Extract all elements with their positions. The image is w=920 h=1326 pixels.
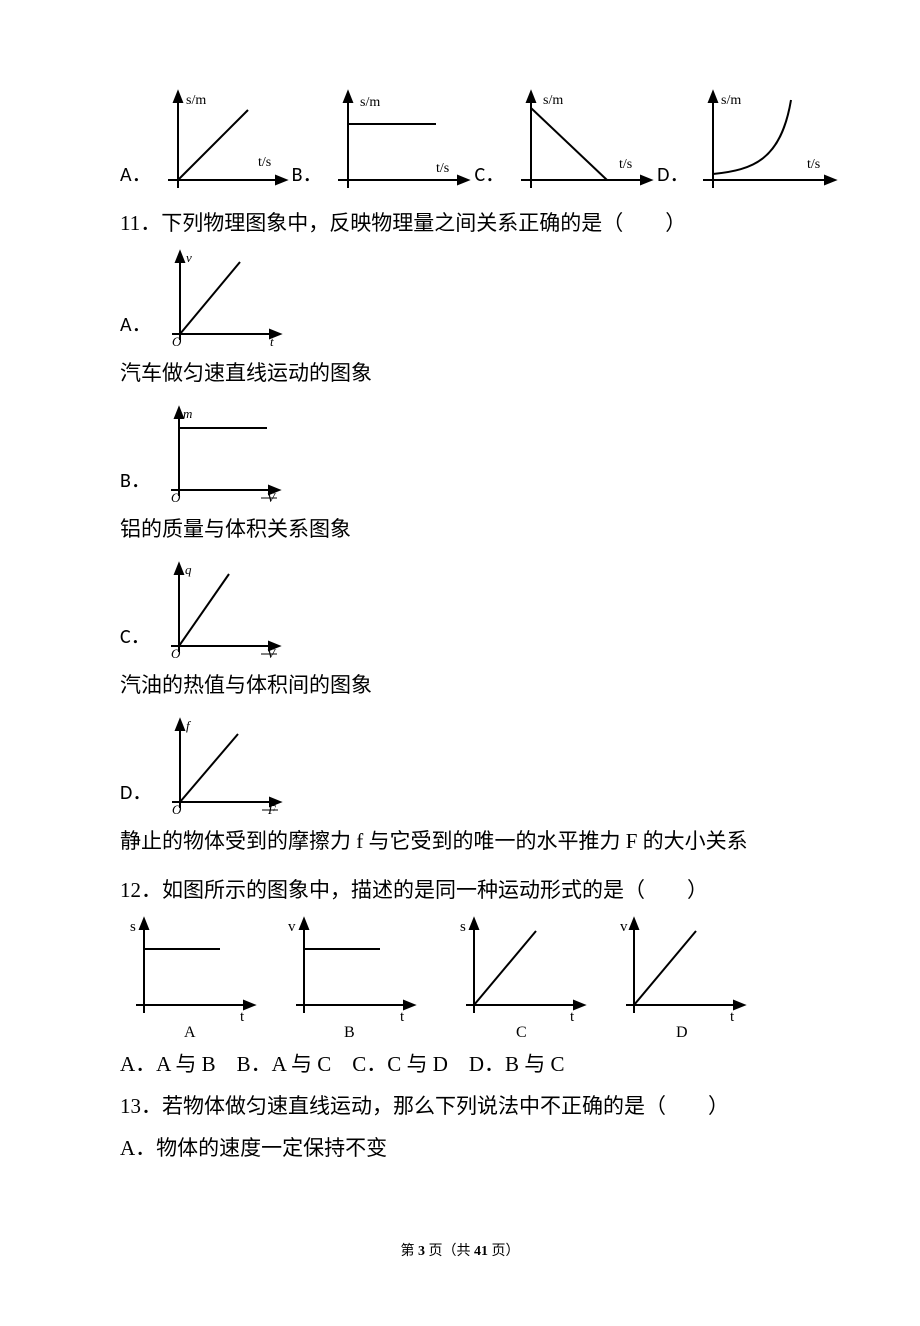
footer-suffix: 页）	[488, 1244, 520, 1259]
q11-opt-d-caption: 静止的物体受到的摩擦力 f 与它受到的唯一的水平推力 F 的大小关系	[120, 822, 800, 862]
q11-chart-a: v O t	[158, 248, 288, 348]
footer-page: 3	[418, 1244, 425, 1259]
q11-opt-b-label: B．	[120, 462, 151, 504]
origin-label: O	[172, 802, 182, 816]
q13-stem: 13．若物体做匀速直线运动，那么下列说法中不正确的是（ ）	[120, 1087, 800, 1127]
q11-chart-c: q O V	[157, 560, 287, 660]
q12-d-x: t	[730, 1009, 735, 1025]
axis-y-label: v	[186, 250, 192, 265]
q10-chart-c: s/m t/s	[507, 88, 657, 198]
page-footer: 第 3 页（共 41 页）	[120, 1239, 800, 1266]
q11-opt-c: C． q O V	[120, 560, 800, 660]
origin-label: O	[172, 334, 182, 348]
axis-y-label: f	[186, 718, 192, 733]
axis-y-label: s/m	[543, 93, 563, 108]
axis-x-label: t/s	[258, 155, 271, 170]
q12-a-x: t	[240, 1009, 245, 1025]
axis-x-label: t	[270, 334, 274, 348]
q10-opt-c-label: C．	[474, 156, 505, 198]
axis-x-label: F	[267, 802, 277, 816]
axis-y-label: q	[185, 562, 192, 577]
q12-b-x: t	[400, 1009, 405, 1025]
q11-opt-a-caption: 汽车做匀速直线运动的图象	[120, 354, 800, 394]
q11-chart-b: m O V	[157, 404, 287, 504]
q10-opt-a-label: A．	[120, 156, 152, 198]
q12-answers: A．A 与 B B．A 与 C C．C 与 D D．B 与 C	[120, 1045, 800, 1085]
axis-y-label: s/m	[186, 93, 206, 108]
q11-opt-d-label: D．	[120, 774, 152, 816]
axis-y-label: s/m	[721, 93, 741, 108]
footer-prefix: 第	[401, 1244, 419, 1259]
q11-opt-a: A． v O t	[120, 248, 800, 348]
q12-b-y: v	[288, 919, 296, 935]
axis-y-label: m	[183, 406, 192, 421]
q12-d-y: v	[620, 919, 628, 935]
q11-chart-d: f O F	[158, 716, 288, 816]
q11-opt-b-caption: 铝的质量与体积关系图象	[120, 510, 800, 550]
origin-label: O	[171, 490, 181, 504]
q12-c-x: t	[570, 1009, 575, 1025]
origin-label: O	[171, 646, 181, 660]
q11-opt-a-label: A．	[120, 306, 152, 348]
q12-a-y: s	[130, 919, 136, 935]
q12-a-label: A	[184, 1024, 196, 1041]
q10-opt-d-label: D．	[657, 156, 689, 198]
q11-stem: 11．下列物理图象中，反映物理量之间关系正确的是（ ）	[120, 204, 800, 244]
axis-x-label: t/s	[807, 157, 820, 172]
q10-chart-b: s/m t/s	[324, 88, 474, 198]
axis-x-label: t/s	[436, 161, 449, 176]
q11-opt-b: B． m O V	[120, 404, 800, 504]
q11-opt-c-label: C．	[120, 618, 151, 660]
q13-opt-a: A．物体的速度一定保持不变	[120, 1129, 800, 1169]
q12-stem: 12．如图所示的图象中，描述的是同一种运动形式的是（ ）	[120, 871, 800, 911]
q12-charts-row: s t A v t B s t C	[120, 913, 800, 1043]
q12-b-label: B	[344, 1024, 355, 1041]
q12-c-label: C	[516, 1024, 527, 1041]
q11-opt-c-caption: 汽油的热值与体积间的图象	[120, 666, 800, 706]
q10-chart-d: s/m t/s	[691, 88, 841, 198]
q11-opt-d: D． f O F	[120, 716, 800, 816]
axis-x-label: t/s	[619, 157, 632, 172]
q12-d-label: D	[676, 1024, 688, 1041]
axis-y-label: s/m	[360, 95, 380, 110]
q10-opt-b-label: B．	[292, 156, 323, 198]
footer-mid: 页（共	[425, 1244, 474, 1259]
q10-chart-a: s/m t/s	[154, 88, 292, 198]
q10-options-row: A． s/m t/s B． s/m t/s	[120, 88, 800, 198]
footer-total: 41	[474, 1244, 488, 1259]
q12-c-y: s	[460, 919, 466, 935]
